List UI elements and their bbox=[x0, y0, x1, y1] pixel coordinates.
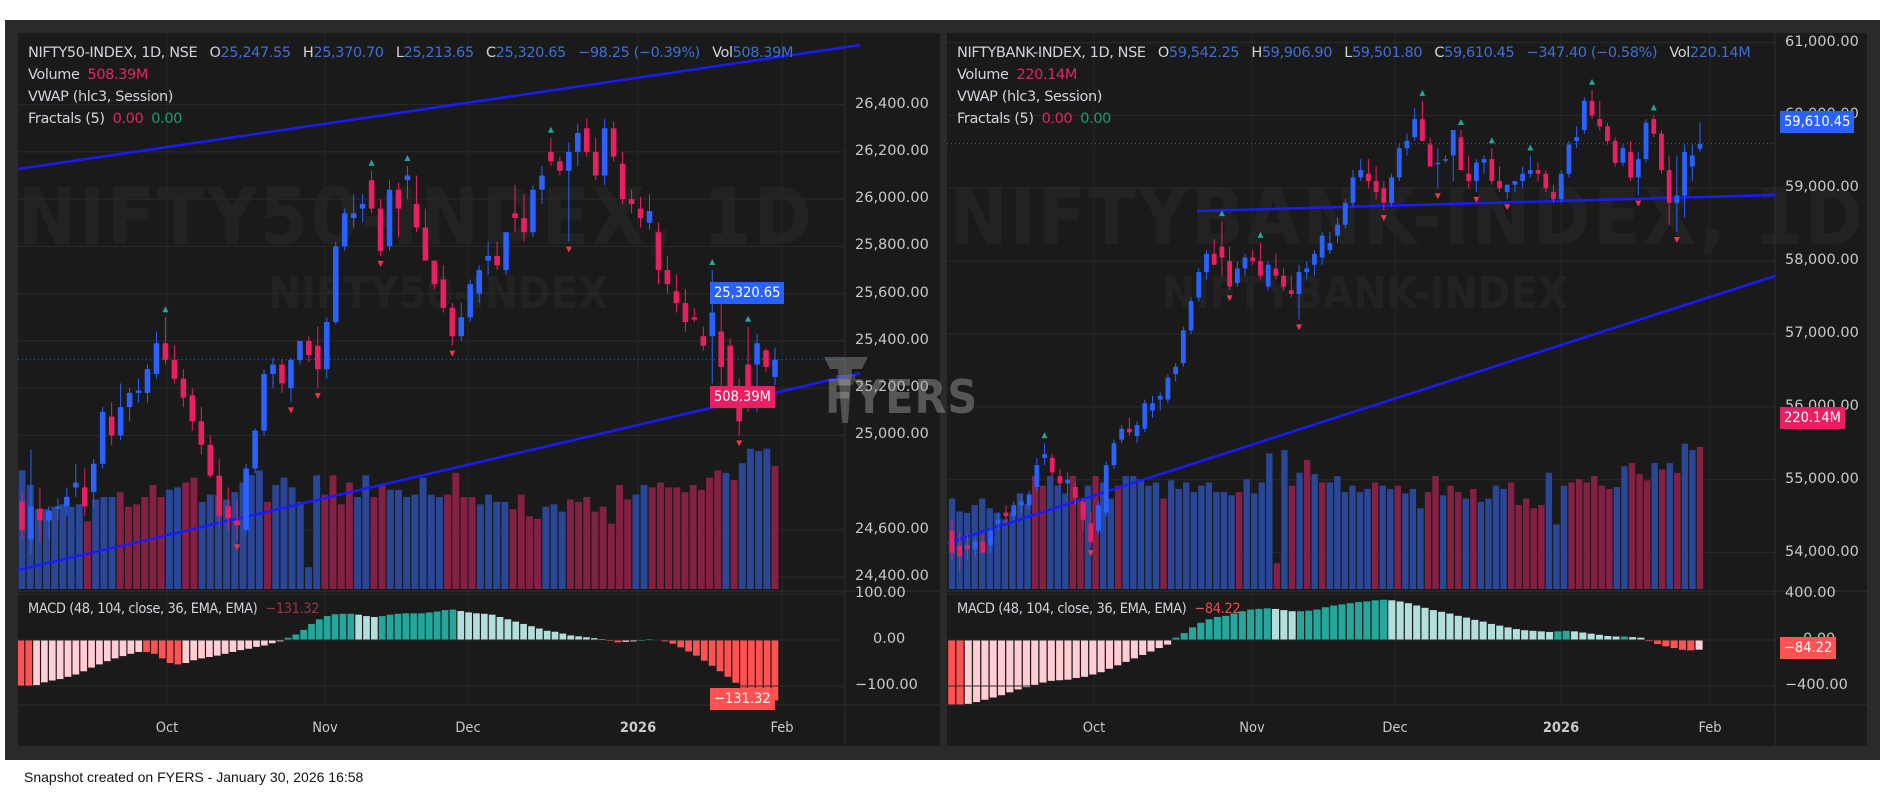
price-tick-label: 25,800.00 bbox=[855, 237, 929, 254]
last-price-badge: 25,320.65 bbox=[710, 282, 785, 304]
price-tick-label: 26,000.00 bbox=[855, 190, 929, 207]
close-value: 25,320.65 bbox=[495, 45, 567, 61]
price-chart-canvas[interactable] bbox=[947, 33, 1867, 746]
snapshot-footer: Snapshot created on FYERS - January 30, … bbox=[24, 769, 364, 785]
macd-tick-label: −400.00 bbox=[1785, 677, 1848, 693]
price-tick-label: 25,400.00 bbox=[855, 331, 929, 348]
macd-tick-label: 0.00 bbox=[873, 631, 906, 647]
macd-badge: −84.22 bbox=[1780, 637, 1837, 659]
macd-tick-label: 400.00 bbox=[1785, 585, 1836, 601]
price-tick-label: 25,600.00 bbox=[855, 284, 929, 301]
series-legend: NIFTYBANK-INDEX, 1D, NSE O59,542.25 H59,… bbox=[957, 43, 1751, 131]
macd-legend[interactable]: MACD (48, 104, close, 36, EMA, EMA) −131.… bbox=[28, 601, 320, 617]
time-tick-label: Oct bbox=[155, 720, 179, 736]
macd-tick-label: 100.00 bbox=[855, 585, 906, 601]
price-tick-label: 25,000.00 bbox=[855, 426, 929, 443]
open-value: 25,247.55 bbox=[220, 45, 291, 61]
chart-pane-nifty50[interactable]: NIFTY50-INDEX, 1D NIFTY50-INDEX NIFTY50-… bbox=[18, 33, 940, 746]
low-value: 59,501.80 bbox=[1351, 45, 1423, 61]
price-tick-label: 25,200.00 bbox=[855, 379, 929, 396]
open-value: 59,542.25 bbox=[1168, 45, 1240, 61]
ohlc-legend-row[interactable]: NIFTYBANK-INDEX, 1D, NSE O59,542.25 H59,… bbox=[957, 45, 1751, 61]
symbol-label[interactable]: NIFTY50-INDEX, 1D, NSE bbox=[28, 45, 198, 61]
volume-legend-row[interactable]: Volume 220.14M bbox=[957, 67, 1078, 83]
macd-tick-label: −100.00 bbox=[855, 677, 918, 693]
fractals-legend-row[interactable]: Fractals (5) 0.00 0.00 bbox=[957, 111, 1111, 127]
price-tick-label: 26,200.00 bbox=[855, 142, 929, 159]
macd-value: −131.32 bbox=[265, 601, 320, 617]
macd-value: −84.22 bbox=[1194, 601, 1241, 617]
time-tick-label: Dec bbox=[455, 720, 481, 736]
time-tick-label: Dec bbox=[1382, 720, 1408, 736]
ohlc-legend-row[interactable]: NIFTY50-INDEX, 1D, NSE O25,247.55 H25,37… bbox=[28, 45, 794, 61]
low-value: 25,213.65 bbox=[403, 45, 475, 61]
volume-value: 220.14M bbox=[1016, 67, 1078, 83]
symbol-label[interactable]: NIFTYBANK-INDEX, 1D, NSE bbox=[957, 45, 1146, 61]
close-value: 59,610.45 bbox=[1444, 45, 1515, 61]
price-tick-label: 55,000.00 bbox=[1785, 470, 1859, 487]
series-legend: NIFTY50-INDEX, 1D, NSE O25,247.55 H25,37… bbox=[28, 43, 793, 131]
price-tick-label: 24,600.00 bbox=[855, 520, 929, 537]
fractals-legend-row[interactable]: Fractals (5) 0.00 0.00 bbox=[28, 111, 182, 127]
time-tick-label: Nov bbox=[312, 720, 338, 736]
price-tick-label: 54,000.00 bbox=[1785, 543, 1859, 560]
chart-pane-niftybank[interactable]: NIFTYBANK-INDEX, 1D NIFTYBANK-INDEX NIFT… bbox=[947, 33, 1867, 746]
price-tick-label: 24,400.00 bbox=[855, 568, 929, 585]
change-value: −98.25 (−0.39%) bbox=[578, 45, 700, 61]
time-tick-label: 2026 bbox=[619, 720, 657, 736]
volume-legend-row[interactable]: Volume 508.39M bbox=[28, 67, 149, 83]
price-tick-label: 59,000.00 bbox=[1785, 179, 1859, 196]
volume-badge: 508.39M bbox=[710, 386, 775, 408]
last-price-badge: 59,610.45 bbox=[1780, 111, 1855, 133]
high-value: 25,370.70 bbox=[313, 45, 384, 61]
time-tick-label: Nov bbox=[1239, 720, 1265, 736]
time-tick-label: 2026 bbox=[1542, 720, 1580, 736]
price-tick-label: 26,400.00 bbox=[855, 95, 929, 112]
change-value: −347.40 (−0.58%) bbox=[1526, 45, 1658, 61]
price-chart-canvas[interactable] bbox=[18, 33, 940, 746]
vwap-legend-row[interactable]: VWAP (hlc3, Session) bbox=[957, 89, 1103, 105]
price-tick-label: 58,000.00 bbox=[1785, 252, 1859, 269]
macd-legend[interactable]: MACD (48, 104, close, 36, EMA, EMA) −84.2… bbox=[957, 601, 1241, 617]
price-tick-label: 61,000.00 bbox=[1785, 33, 1859, 50]
volume-badge: 220.14M bbox=[1780, 407, 1845, 429]
time-tick-label: Oct bbox=[1082, 720, 1106, 736]
high-value: 59,906.90 bbox=[1261, 45, 1333, 61]
volume-value: 508.39M bbox=[87, 67, 149, 83]
time-tick-label: Feb bbox=[1698, 720, 1722, 736]
price-tick-label: 57,000.00 bbox=[1785, 325, 1859, 341]
vol-value: 220.14M bbox=[1689, 45, 1751, 61]
vol-value: 508.39M bbox=[732, 45, 794, 61]
vwap-legend-row[interactable]: VWAP (hlc3, Session) bbox=[28, 89, 174, 105]
macd-badge: −131.32 bbox=[710, 688, 775, 710]
time-tick-label: Feb bbox=[770, 720, 794, 736]
